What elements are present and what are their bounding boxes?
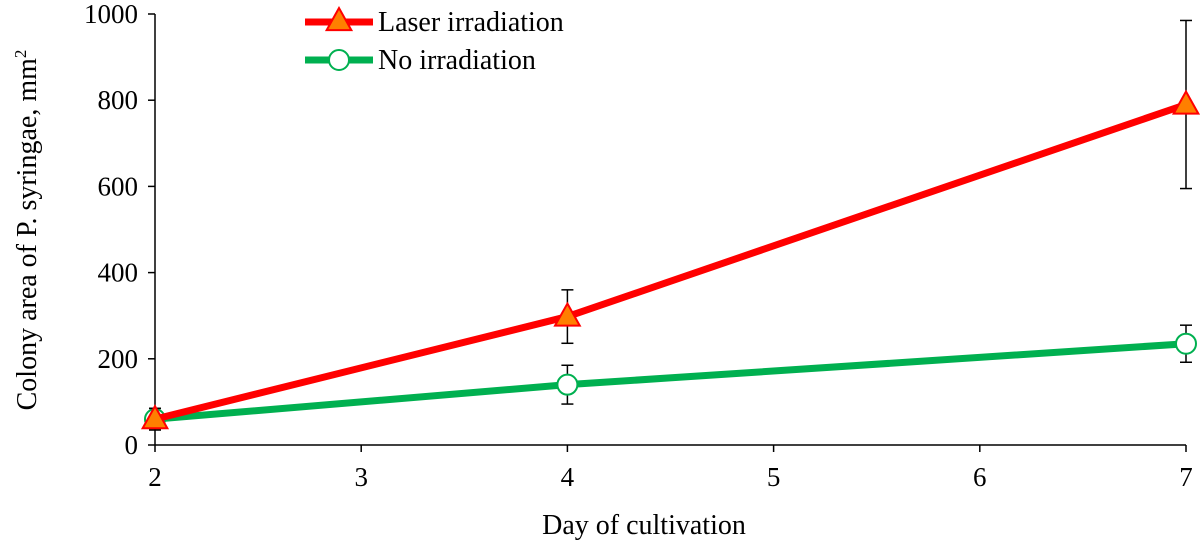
y-tick-label: 0 <box>125 430 139 460</box>
x-tick-label: 3 <box>354 462 368 492</box>
legend-marker <box>324 5 354 32</box>
data-point <box>1175 332 1197 355</box>
x-tick-label: 2 <box>148 462 162 492</box>
series-laser-irradiation <box>140 19 1200 431</box>
legend-label: No irradiation <box>378 45 536 76</box>
x-tick-label: 6 <box>973 462 987 492</box>
data-point <box>140 404 170 430</box>
y-axis-title-main: Colony area of P. syringae, mm <box>12 58 43 410</box>
legend-label: Laser irradiation <box>378 7 564 38</box>
legend: Laser irradiation No irradiation <box>305 5 564 76</box>
data-point <box>1171 89 1200 115</box>
y-axis-title: Colony area of P. syringae, mm2 <box>11 50 43 411</box>
series-layer <box>140 19 1200 431</box>
y-tick-label: 1000 <box>84 0 138 29</box>
data-point <box>556 373 579 396</box>
series-line <box>154 101 1188 423</box>
legend-item: No irradiation <box>305 45 536 76</box>
y-tick-label: 200 <box>98 344 139 374</box>
series-no-irradiation <box>144 324 1197 431</box>
y-tick-label: 400 <box>98 258 139 288</box>
x-axis-title: Day of cultivation <box>542 510 746 541</box>
y-axis-title-superscript: 2 <box>11 50 30 59</box>
y-tick-label: 600 <box>98 171 139 201</box>
ticks: 2 3 4 5 6 7 0 200 400 600 800 1000 <box>84 0 1193 492</box>
data-point <box>553 301 582 327</box>
x-tick-label: 4 <box>561 462 575 492</box>
x-tick-label: 7 <box>1179 462 1193 492</box>
legend-marker <box>328 49 350 71</box>
legend-item: Laser irradiation <box>305 5 564 38</box>
axes <box>154 14 1186 446</box>
y-tick-label: 800 <box>98 85 139 115</box>
x-tick-label: 5 <box>767 462 781 492</box>
